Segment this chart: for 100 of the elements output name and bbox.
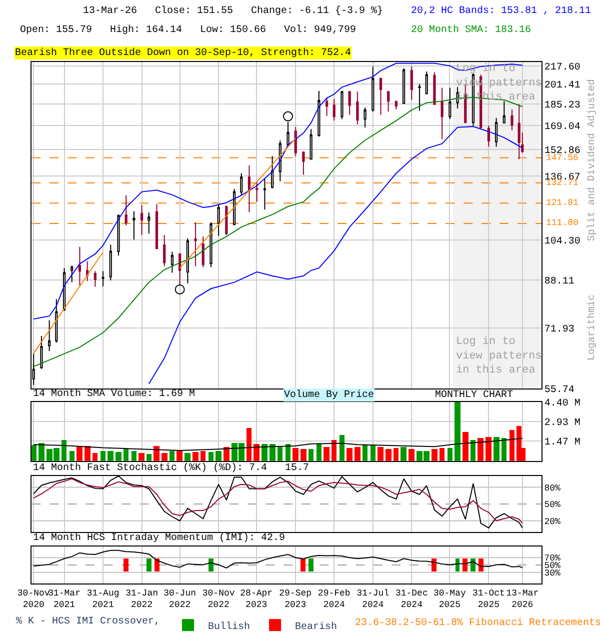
candlestick	[510, 108, 514, 131]
text: MONTHLY CHART	[435, 390, 514, 401]
bar	[286, 444, 291, 461]
bar	[486, 436, 492, 461]
bar	[324, 446, 330, 461]
y-tick-label: 71.93	[544, 324, 574, 336]
bar	[124, 448, 129, 461]
bar	[200, 450, 206, 461]
x-tick-label: 31-Aug 2021	[86, 588, 120, 610]
bar	[448, 448, 453, 461]
bar	[470, 440, 476, 461]
candlestick	[372, 66, 374, 112]
candlestick	[387, 90, 390, 112]
candlestick	[318, 90, 320, 138]
candlestick	[70, 265, 74, 283]
x-tick-label: 29-Sep 2023	[279, 588, 312, 610]
candlestick	[278, 140, 282, 182]
bar	[340, 434, 345, 461]
bar	[278, 446, 283, 461]
candlestick	[117, 214, 120, 256]
y-tick-label: 104.30	[544, 236, 580, 248]
x-tick-label: 31-Jan 2022	[126, 588, 158, 610]
bar	[138, 452, 145, 461]
candlestick	[148, 212, 150, 234]
candlestick	[217, 204, 220, 236]
bar	[108, 450, 114, 461]
ref-line-label: 121.81	[546, 198, 578, 208]
bar	[478, 438, 484, 461]
candlestick	[124, 194, 128, 226]
bar	[62, 440, 67, 461]
candlestick	[410, 66, 413, 100]
bar	[92, 452, 98, 461]
y-tick-label: 55.74	[544, 384, 574, 396]
bar	[454, 402, 461, 461]
x-tick-label: 31-Mar 2021	[48, 588, 80, 610]
bar	[378, 446, 384, 461]
candlestick	[364, 107, 366, 128]
candlestick	[302, 151, 305, 176]
candlestick	[94, 270, 96, 288]
y-tick-label: 2.93 M	[544, 418, 580, 430]
y-tick-label: 50%	[544, 500, 561, 510]
bar	[370, 444, 376, 461]
bar	[170, 450, 175, 461]
y-tick-label: 4.40 M	[544, 398, 580, 410]
legend-title: % K - HCS IMI Crossover,	[16, 616, 160, 628]
y-tick-label: 20%	[544, 516, 561, 527]
chart-title: 14 Month Fast Stochastic (%K) (%D): 7.4 15.7	[33, 462, 310, 474]
candlestick	[155, 204, 158, 250]
candlestick	[433, 72, 436, 106]
bar	[494, 436, 500, 461]
bar	[38, 442, 45, 461]
bar	[308, 448, 314, 461]
candlestick	[86, 260, 89, 282]
y-tick-label: 88.11	[544, 276, 574, 288]
ref-line-label: 132.71	[546, 178, 578, 188]
legend-label: Bearish	[295, 620, 338, 633]
bar	[216, 450, 222, 461]
bar	[116, 452, 122, 461]
line-series	[33, 550, 523, 568]
bar	[362, 444, 368, 461]
candlestick	[487, 125, 490, 148]
bar	[162, 452, 168, 461]
candlestick	[518, 104, 520, 160]
y-tick-label: 1.47 M	[544, 438, 580, 449]
x-tick-label: 30-Nov 2020	[17, 588, 50, 610]
y-tick-label: 201.41	[544, 80, 580, 92]
line-series	[33, 438, 523, 451]
candlestick	[109, 244, 112, 281]
bar	[394, 448, 399, 461]
bar	[84, 446, 91, 461]
bar	[502, 438, 507, 461]
x-tick-label: 30-May 2025	[433, 588, 466, 610]
x-tick-label: 28-Apr 2023	[240, 588, 273, 610]
candlestick	[102, 270, 104, 287]
bar	[440, 448, 445, 461]
text: Volume By Price	[284, 389, 374, 401]
chart-title: 14 Month SMA Volume: 1.69 M	[33, 388, 196, 400]
bar	[70, 450, 75, 461]
x-tick-label: 30-Nov 2022	[202, 588, 236, 610]
bar	[208, 452, 214, 461]
bar	[462, 432, 469, 461]
candlestick	[78, 246, 82, 286]
bar	[254, 444, 260, 461]
candlestick	[163, 234, 166, 267]
candlestick	[348, 90, 351, 116]
bar	[146, 454, 152, 461]
candlestick	[340, 90, 344, 120]
text: 23.6-38.2-50-61.8% Fibonacci Retracements	[355, 617, 600, 629]
candlestick	[202, 236, 204, 268]
candlestick	[402, 68, 406, 104]
candlestick	[256, 182, 258, 202]
candlestick	[494, 118, 498, 148]
candlestick	[425, 71, 428, 95]
candlestick	[270, 156, 274, 189]
bar	[346, 448, 353, 461]
x-tick-label: 13-Mar 2026	[506, 588, 539, 610]
bar	[76, 446, 83, 461]
candlestick	[502, 100, 506, 124]
x-tick-label: 31-Jul 2024	[356, 588, 390, 610]
bar	[132, 450, 137, 461]
